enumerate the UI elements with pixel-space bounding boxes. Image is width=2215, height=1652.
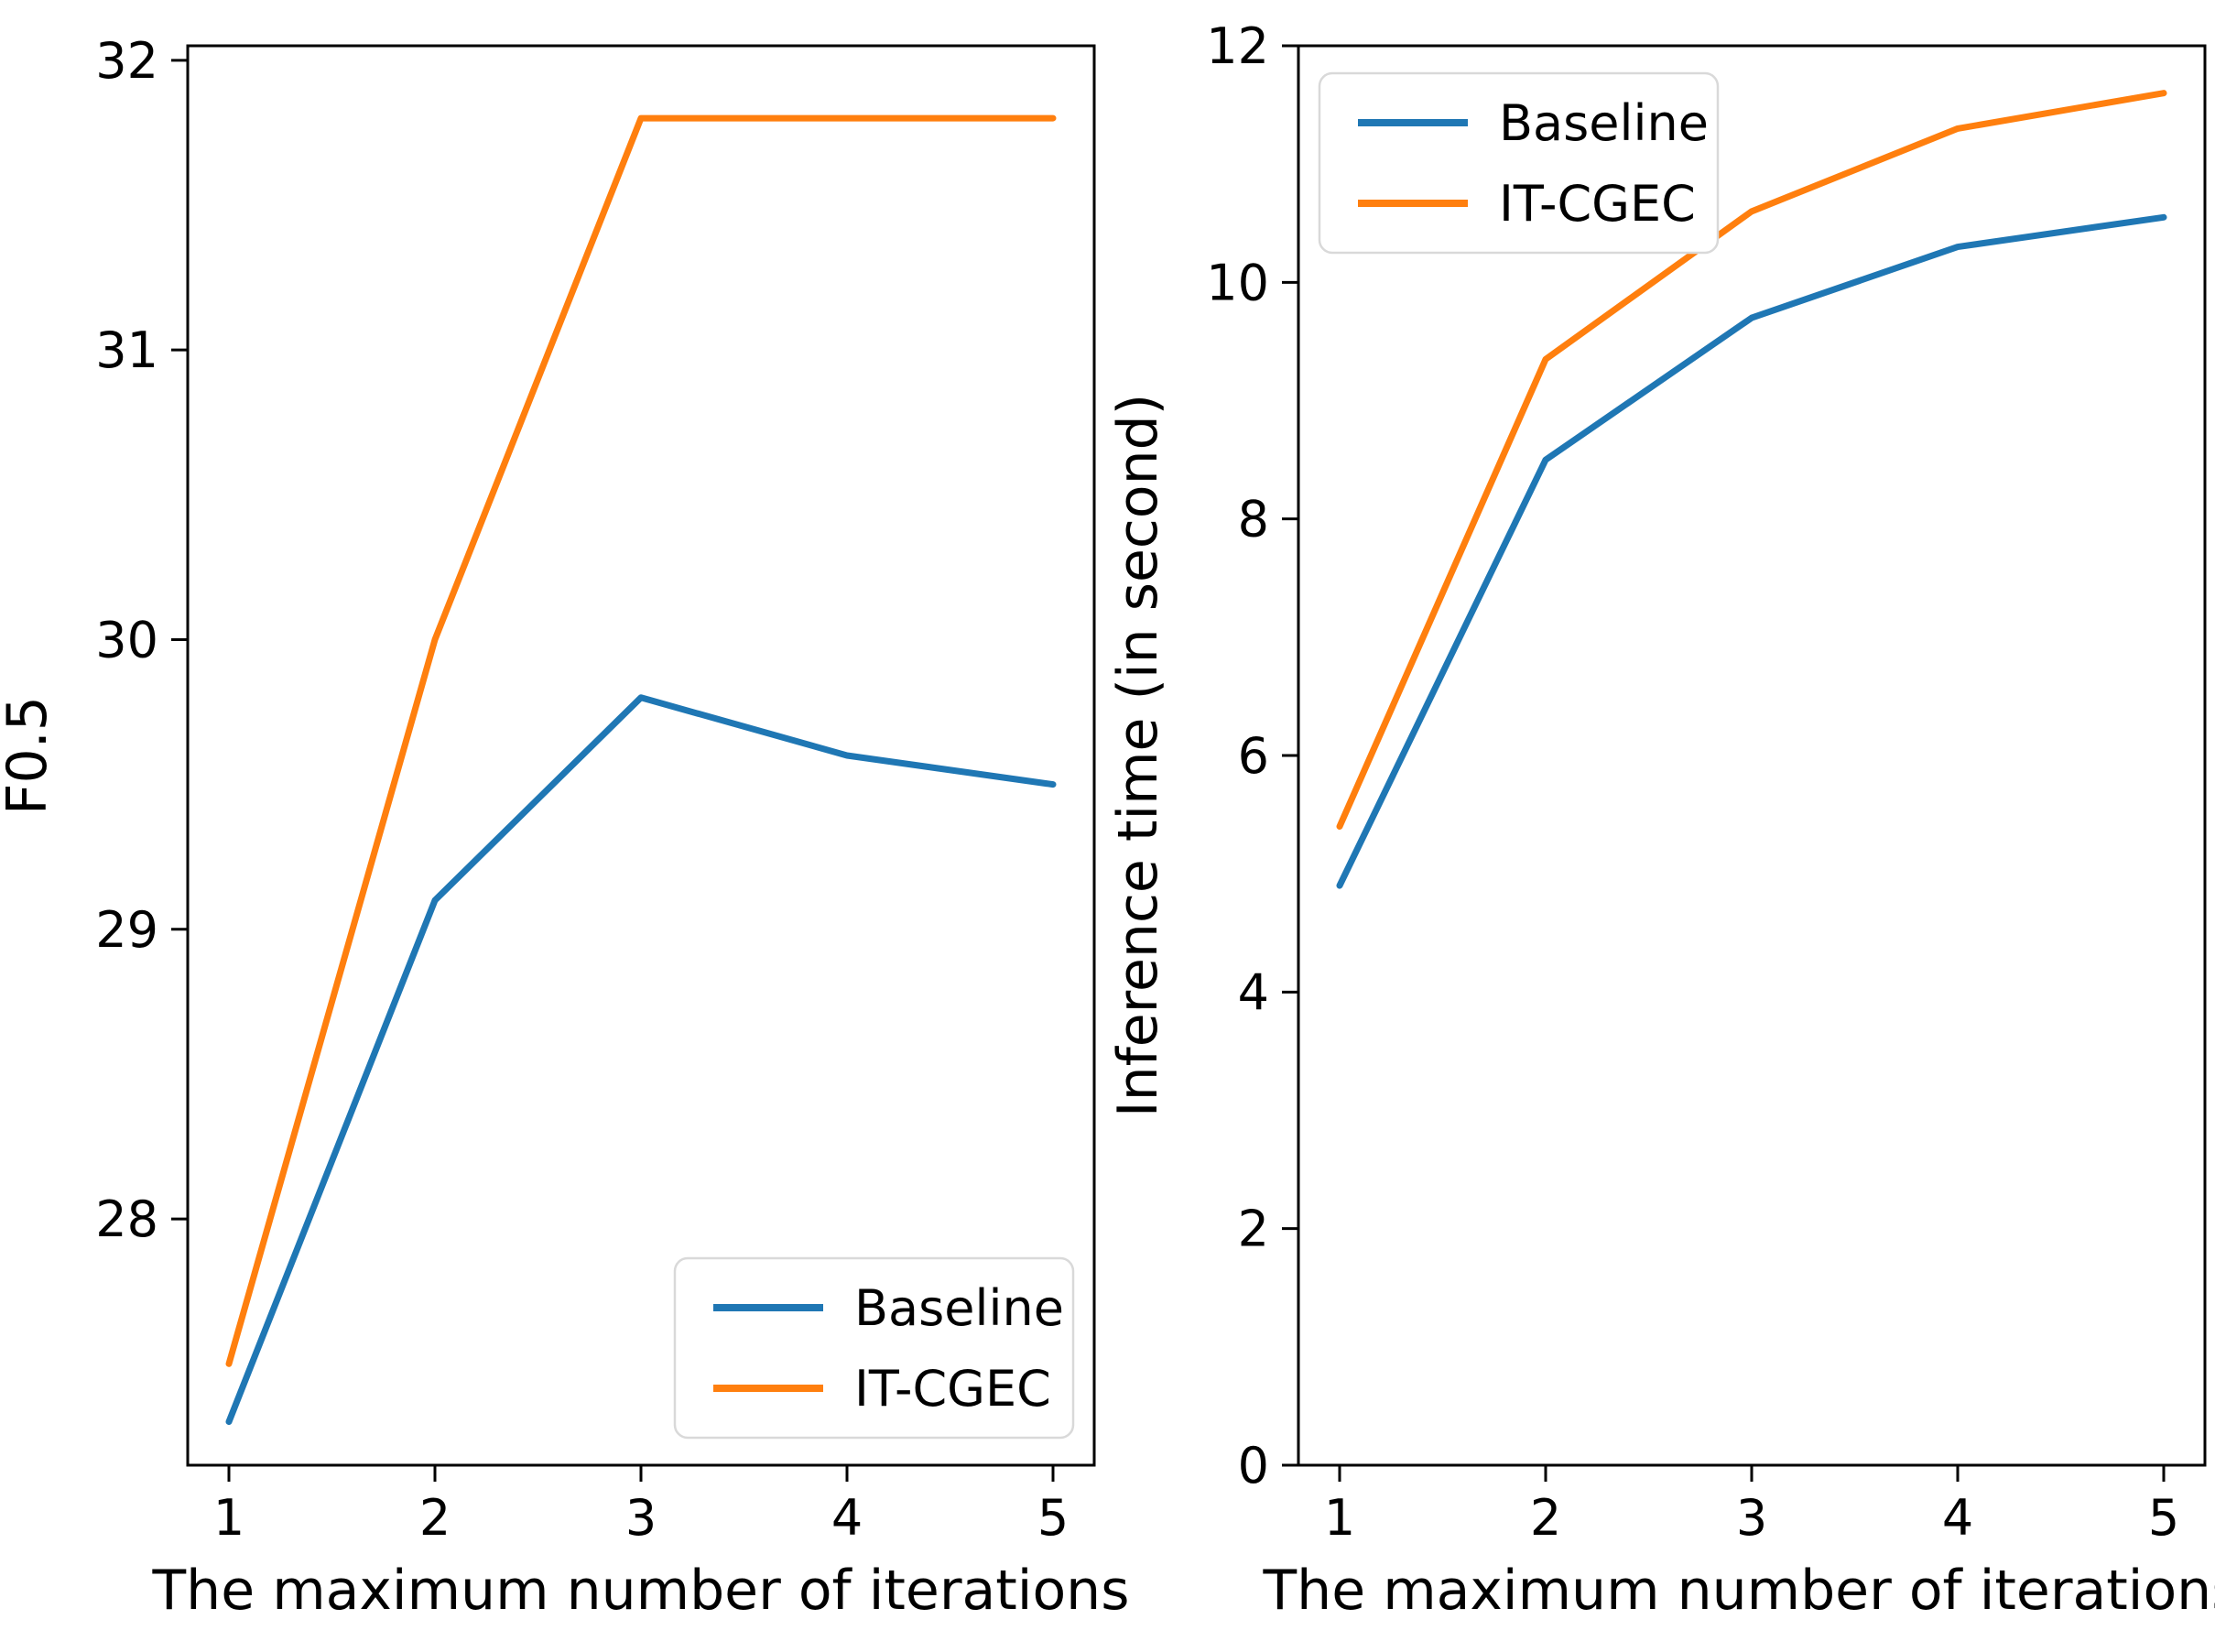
panel-left: 1 2 3 4 5 28 29 30 31 32 The maximum number of ite… [0, 32, 1129, 1623]
left-y-axis-title: F0.5 [0, 696, 60, 815]
right-legend-box [1318, 71, 1720, 255]
y-tick-label: 0 [1238, 1437, 1269, 1494]
legend-label: Baseline [854, 1279, 1064, 1337]
left-line-it-cgec [225, 114, 1057, 1367]
right-x-axis: 1 2 3 4 5 [1324, 1465, 2179, 1547]
y-tick-label: 29 [95, 901, 158, 959]
x-tick-label: 1 [1324, 1489, 1355, 1547]
right-line-baseline [1336, 213, 2167, 889]
left-legend-box [673, 1256, 1075, 1440]
right-y-axis-title: Inference time (in second) [1106, 394, 1170, 1117]
left-x-axis-title: The maximum number of iterations [152, 1559, 1130, 1623]
x-tick-label: 4 [831, 1489, 863, 1547]
x-tick-label: 5 [1037, 1489, 1069, 1547]
y-tick-label: 12 [1206, 17, 1269, 75]
left-axes-frame [186, 44, 1096, 1467]
right-y-axis: 0 2 4 6 8 10 12 [1206, 17, 1298, 1494]
left-y-axis: 28 29 30 31 32 [95, 32, 188, 1248]
y-tick-label: 10 [1206, 254, 1269, 311]
x-tick-label: 5 [2148, 1489, 2179, 1547]
legend-label: IT-CGEC [1499, 175, 1696, 233]
legend-label: Baseline [1499, 94, 1709, 152]
left-x-axis: 1 2 3 4 5 [213, 1465, 1069, 1547]
y-tick-label: 6 [1238, 727, 1269, 785]
y-tick-label: 2 [1238, 1201, 1269, 1258]
x-tick-label: 3 [625, 1489, 657, 1547]
y-tick-label: 30 [95, 611, 158, 668]
y-tick-label: 8 [1238, 491, 1269, 549]
x-tick-label: 3 [1736, 1489, 1767, 1547]
left-line-baseline [225, 694, 1057, 1426]
x-tick-label: 2 [1530, 1489, 1561, 1547]
y-tick-label: 31 [95, 321, 158, 379]
y-tick-label: 32 [95, 32, 158, 90]
x-tick-label: 2 [419, 1489, 451, 1547]
right-line-it-cgec [1336, 90, 2167, 830]
right-legend: Baseline IT-CGEC [1318, 71, 1720, 255]
right-axes-frame [1297, 44, 2207, 1467]
y-tick-label: 4 [1238, 963, 1269, 1021]
y-tick-label: 28 [95, 1190, 158, 1248]
legend-label: IT-CGEC [854, 1360, 1051, 1418]
x-tick-label: 4 [1942, 1489, 1973, 1547]
right-x-axis-title: The maximum number of iterations [1263, 1559, 2215, 1623]
x-tick-label: 1 [213, 1489, 244, 1547]
left-legend: Baseline IT-CGEC [673, 1256, 1075, 1440]
